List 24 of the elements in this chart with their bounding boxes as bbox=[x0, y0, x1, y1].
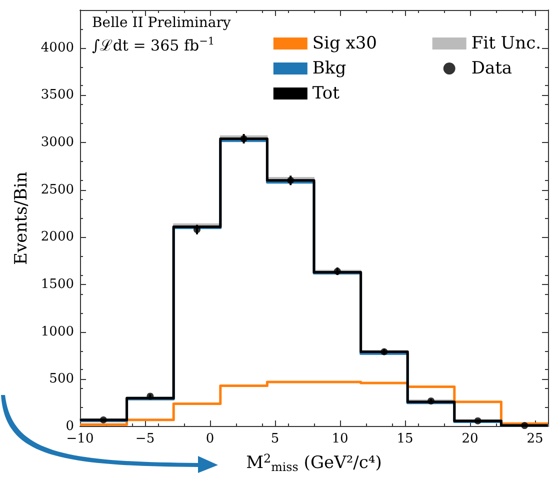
legend-label: Sig x30 bbox=[312, 34, 378, 54]
x-tick-label: 10 bbox=[332, 432, 348, 446]
y-tick-label: 1500 bbox=[40, 277, 74, 292]
y-tick-label: 1000 bbox=[40, 324, 74, 340]
y-tick-label: 3500 bbox=[40, 88, 74, 103]
y-tick-label: 2500 bbox=[40, 182, 74, 198]
x-tick-label: 15 bbox=[396, 432, 414, 446]
legend-label: Tot bbox=[312, 84, 340, 104]
y-tick-label: 4000 bbox=[40, 40, 74, 56]
x-tick-label: 0 bbox=[206, 432, 214, 446]
x-tick-label: 25 bbox=[526, 432, 544, 446]
y-tick-label: 0 bbox=[66, 419, 74, 434]
x-tick-label: 20 bbox=[462, 432, 478, 446]
legend-label: Fit Unc. bbox=[471, 34, 542, 54]
y-tick-label: 500 bbox=[49, 372, 74, 387]
legend-label: Data bbox=[471, 58, 512, 78]
x-tick-label: 5 bbox=[270, 432, 280, 446]
x-tick-label: −5 bbox=[135, 432, 155, 446]
x-tick-label: −10 bbox=[66, 432, 94, 446]
annotation: Belle II Preliminary bbox=[92, 15, 231, 31]
y-axis-title: Events/Bin bbox=[12, 172, 32, 265]
legend-label: Bkg bbox=[312, 58, 346, 78]
y-tick-label: 2000 bbox=[40, 230, 74, 245]
y-tick-label: 3000 bbox=[40, 135, 74, 150]
